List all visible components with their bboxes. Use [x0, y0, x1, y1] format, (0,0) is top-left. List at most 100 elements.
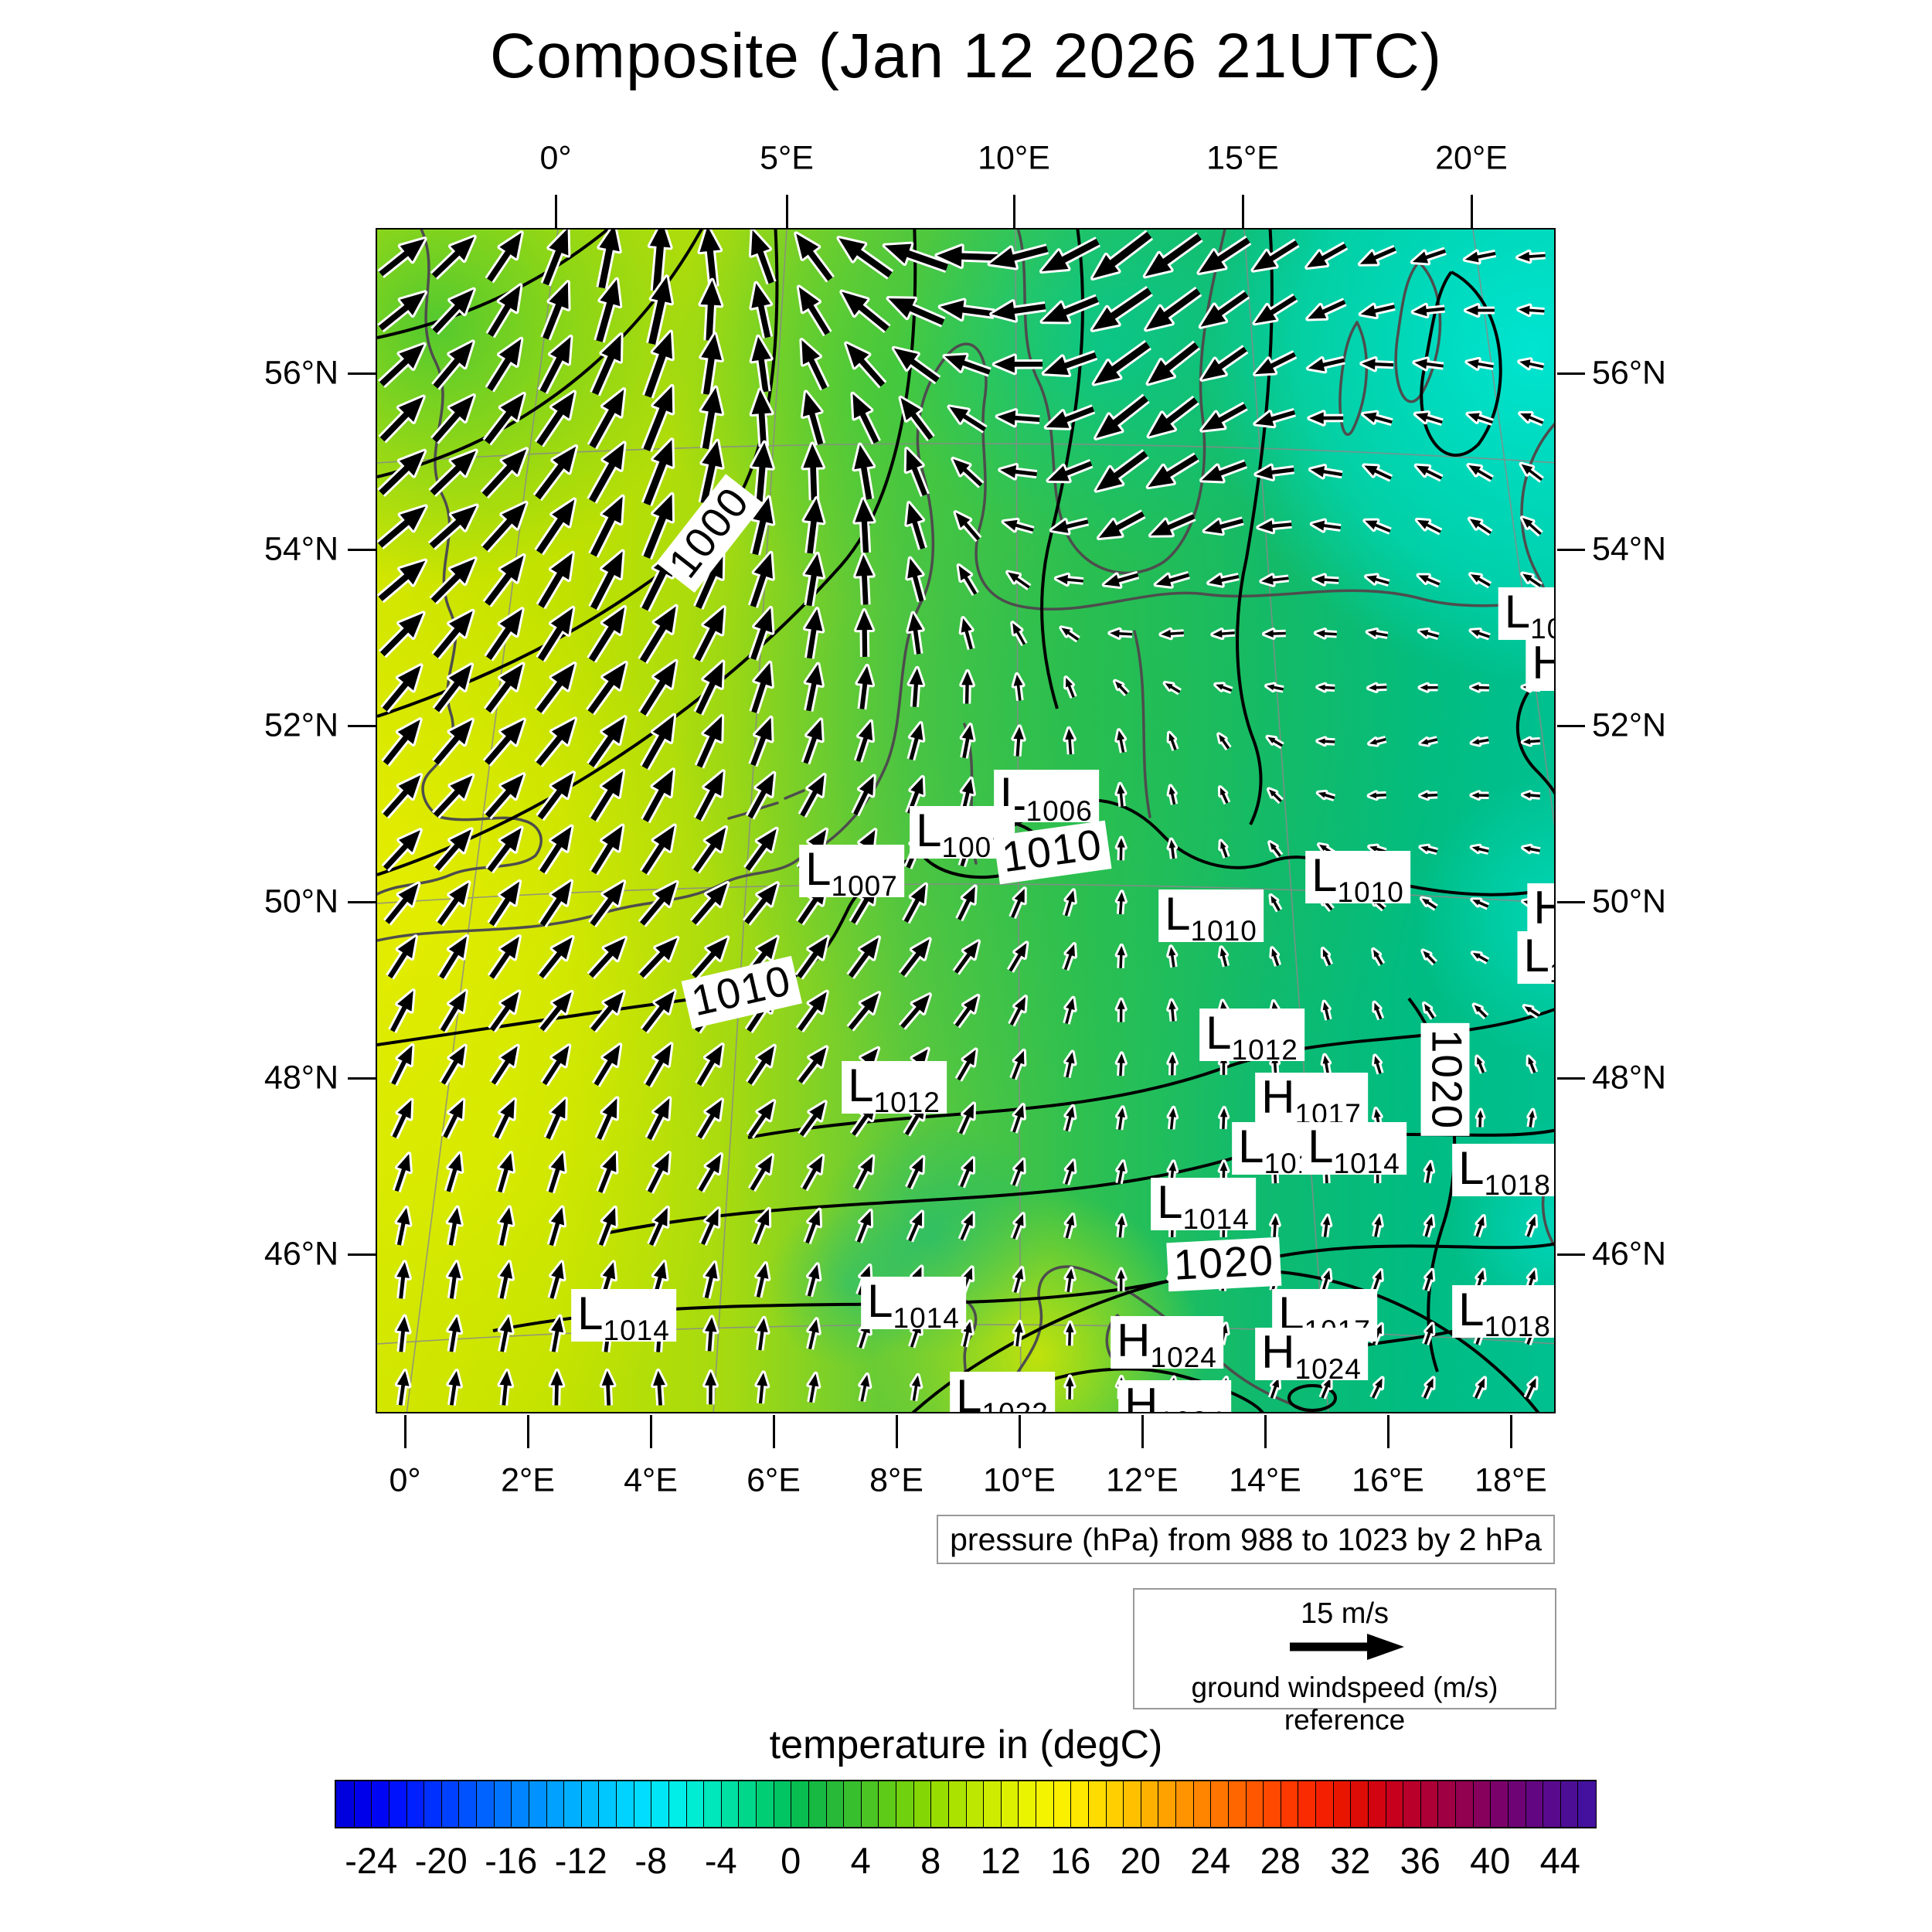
colorbar-tick-label: 36: [1400, 1840, 1440, 1881]
colorbar-cell-separator: [616, 1781, 617, 1827]
colorbar-cell: [651, 1781, 669, 1827]
colorbar-title: temperature in (degC): [769, 1723, 1163, 1767]
colorbar-cell-separator: [1210, 1781, 1212, 1827]
left-axis-tick: [348, 549, 376, 551]
bottom-axis-label: 4°E: [624, 1461, 678, 1499]
colorbar-cell: [738, 1781, 757, 1827]
top-axis-tick: [1242, 195, 1244, 228]
colorbar-cell-separator: [930, 1781, 932, 1827]
top-axis-tick: [1013, 195, 1015, 228]
colorbar-cell: [1000, 1781, 1019, 1827]
colorbar-cell-separator: [983, 1781, 985, 1827]
left-axis-tick: [348, 1077, 376, 1080]
colorbar-cell: [983, 1781, 1002, 1827]
bottom-axis-tick: [1141, 1415, 1144, 1448]
pressure-legend-box: pressure (hPa) from 988 to 1023 by 2 hPa: [937, 1515, 1555, 1564]
colorbar-cell-separator: [1245, 1781, 1247, 1827]
pressure-legend-text: pressure (hPa) from 988 to 1023 by 2 hPa: [950, 1521, 1542, 1557]
colorbar-cell: [930, 1781, 949, 1827]
colorbar-cell-separator: [1053, 1781, 1054, 1827]
colorbar-cell: [1490, 1781, 1509, 1827]
colorbar-cell-separator: [860, 1781, 862, 1827]
colorbar-cell-separator: [1000, 1781, 1002, 1827]
wind-reference-speed: 15 m/s: [1300, 1597, 1389, 1630]
isobar-value-label: 1020: [1420, 1022, 1471, 1137]
top-axis-label: 20°E: [1435, 139, 1508, 177]
top-axis-tick: [555, 195, 557, 228]
top-axis-label: 10°E: [978, 139, 1050, 177]
pressure-center-label: L10: [1498, 587, 1554, 643]
colorbar-cell: [773, 1781, 792, 1827]
left-axis-label: 46°N: [264, 1235, 338, 1273]
colorbar-cell: [913, 1781, 932, 1827]
bottom-axis-tick: [1019, 1415, 1021, 1448]
bottom-axis-tick: [1387, 1415, 1389, 1448]
colorbar-cell-separator: [720, 1781, 722, 1827]
pressure-center-label: L1014: [571, 1289, 676, 1345]
left-axis-tick: [348, 1253, 376, 1256]
colorbar-cell-separator: [668, 1781, 669, 1827]
right-axis-label: 46°N: [1592, 1235, 1667, 1273]
colorbar-cell: [1437, 1781, 1456, 1827]
colorbar-cell-separator: [371, 1781, 372, 1827]
colorbar-cell-separator: [965, 1781, 967, 1827]
right-axis-tick: [1557, 725, 1585, 727]
colorbar-cell-separator: [1123, 1781, 1124, 1827]
right-axis-tick: [1557, 901, 1585, 903]
colorbar-cell-separator: [1315, 1781, 1316, 1827]
colorbar-cell: [1455, 1781, 1474, 1827]
colorbar-cell-separator: [808, 1781, 809, 1827]
colorbar-tick-label: 12: [980, 1840, 1021, 1881]
right-axis-tick: [1557, 1253, 1585, 1256]
colorbar-cell: [1227, 1781, 1247, 1827]
colorbar-cell: [353, 1781, 372, 1827]
colorbar-cell-separator: [1087, 1781, 1089, 1827]
pressure-center-label: L1022: [950, 1372, 1055, 1412]
colorbar-tick-label: 28: [1260, 1840, 1301, 1881]
colorbar-cell: [947, 1781, 967, 1827]
colorbar-cell: [476, 1781, 495, 1827]
colorbar-tick-label: 32: [1330, 1840, 1371, 1881]
right-axis-tick: [1557, 549, 1585, 551]
colorbar-cell-separator: [756, 1781, 757, 1827]
colorbar-cell-separator: [440, 1781, 442, 1827]
left-axis-tick: [348, 725, 376, 727]
isobar-value-label: 1020: [1166, 1236, 1282, 1292]
left-axis-label: 54°N: [264, 530, 338, 568]
bottom-axis-label: 18°E: [1475, 1461, 1547, 1499]
colorbar-cell: [546, 1781, 564, 1827]
colorbar-cell: [878, 1781, 896, 1827]
colorbar-cell: [1245, 1781, 1264, 1827]
wind-reference-arrow-icon: [1134, 1631, 1555, 1667]
colorbar-cell: [843, 1781, 862, 1827]
colorbar-cell-separator: [1367, 1781, 1369, 1827]
colorbar-cell: [1140, 1781, 1159, 1827]
colorbar-cell: [1087, 1781, 1107, 1827]
colorbar-cell-separator: [1192, 1781, 1194, 1827]
colorbar-tick-label: 16: [1050, 1840, 1091, 1881]
colorbar-cell-separator: [878, 1781, 879, 1827]
bottom-axis-label: 16°E: [1352, 1461, 1424, 1499]
colorbar-cell-separator: [1227, 1781, 1229, 1827]
top-axis-tick: [786, 195, 788, 228]
colorbar-cell: [1525, 1781, 1543, 1827]
colorbar-cell: [1315, 1781, 1334, 1827]
bottom-axis-label: 8°E: [869, 1461, 923, 1499]
colorbar-cell: [1577, 1781, 1596, 1827]
colorbar-tick-label: -16: [485, 1840, 538, 1881]
colorbar-cell-separator: [703, 1781, 705, 1827]
colorbar-cell: [703, 1781, 722, 1827]
colorbar-cell: [423, 1781, 442, 1827]
colorbar-cell-separator: [1455, 1781, 1456, 1827]
colorbar-tick-label: 20: [1120, 1840, 1161, 1881]
colorbar-cell: [440, 1781, 460, 1827]
wind-legend-caption: ground windspeed (m/s) reference: [1191, 1672, 1498, 1736]
colorbar-cell: [1560, 1781, 1579, 1827]
colorbar-cell: [1263, 1781, 1281, 1827]
bottom-axis-label: 2°E: [501, 1461, 555, 1499]
colorbar-cell-separator: [1070, 1781, 1072, 1827]
left-axis-label: 52°N: [264, 706, 338, 744]
colorbar-cell: [1298, 1781, 1316, 1827]
right-axis-tick: [1557, 372, 1585, 375]
colorbar-cell-separator: [1018, 1781, 1019, 1827]
